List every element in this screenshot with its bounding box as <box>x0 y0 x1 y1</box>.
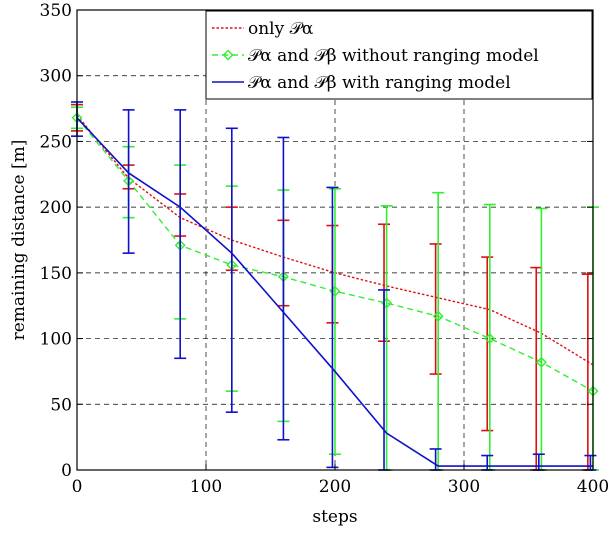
x-tick-label: 300 <box>448 477 480 497</box>
legend-label-without-ranging: 𝒫α and 𝒫β without ranging model <box>248 46 539 66</box>
legend-entry-without-ranging: 𝒫α and 𝒫β without ranging model <box>212 46 539 66</box>
legend-entry-with-ranging: 𝒫α and 𝒫β with ranging model <box>212 73 511 93</box>
legend-box <box>205 10 593 100</box>
x-tick-label: 0 <box>72 477 83 497</box>
legend-entry-only-p-alpha: only 𝒫α <box>212 19 314 39</box>
series-without-ranging <box>71 106 599 471</box>
x-tick-label: 200 <box>319 477 351 497</box>
series-with-ranging <box>71 101 597 471</box>
x-tick-label: 400 <box>577 477 609 497</box>
data-point <box>535 356 547 368</box>
legend-marker-without-ranging <box>222 49 234 61</box>
legend-label-only-p-alpha: only 𝒫α <box>248 19 314 39</box>
y-tick-label: 50 <box>50 395 72 415</box>
y-tick-label: 200 <box>40 198 72 218</box>
y-tick-label: 0 <box>61 461 72 481</box>
y-tick-label: 300 <box>40 67 72 87</box>
series-line-with-ranging <box>76 117 593 467</box>
y-tick-label: 250 <box>40 132 72 152</box>
y-tick-label: 150 <box>40 264 72 284</box>
legend: only 𝒫α 𝒫α and 𝒫β without ranging model … <box>205 10 593 100</box>
legend-label-with-ranging: 𝒫α and 𝒫β with ranging model <box>248 73 511 93</box>
y-tick-label: 100 <box>40 330 72 350</box>
ticks-layer: 0 100 200 300 400 0 50 100 150 200 250 300 350 <box>40 1 609 497</box>
x-tick-label: 100 <box>190 477 222 497</box>
data-point <box>484 333 496 345</box>
y-tick-label: 350 <box>40 1 72 21</box>
series-line-without-ranging <box>76 117 594 392</box>
data-point <box>432 310 444 322</box>
y-axis-label: remaining distance [m] <box>9 140 29 341</box>
series-layer <box>71 101 599 471</box>
x-axis-label: steps <box>312 507 357 527</box>
